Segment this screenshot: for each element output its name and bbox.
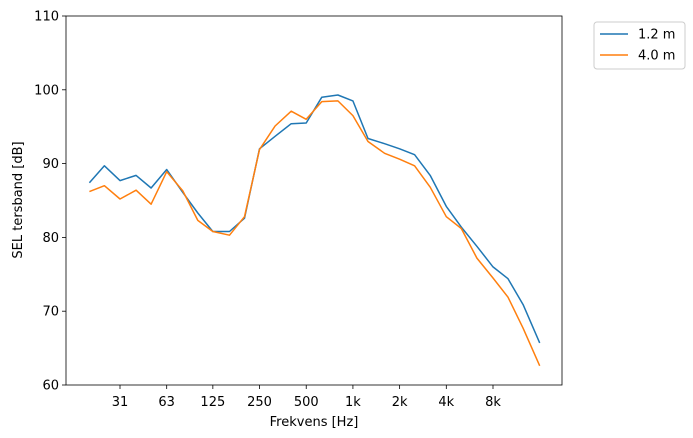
- x-tick-label: 4k: [438, 395, 454, 410]
- x-axis: 31 63 125 250 500 1k 2k 4k 8k: [112, 385, 501, 410]
- y-axis: 60 70 80 90 100 110: [34, 10, 66, 394]
- series-layer: [88, 94, 541, 367]
- y-tick-label: 100: [34, 83, 59, 98]
- legend-label-1: 1.2 m: [638, 28, 675, 43]
- y-axis-label: SEL tersband [dB]: [11, 141, 26, 258]
- y-tick-label: 60: [42, 379, 59, 394]
- x-tick-label: 125: [200, 395, 225, 410]
- legend-label-2: 4.0 m: [638, 49, 675, 64]
- x-tick-label: 500: [294, 395, 319, 410]
- x-tick-label: 2k: [392, 395, 408, 410]
- y-tick-label: 70: [42, 305, 59, 320]
- x-tick-label: 250: [247, 395, 272, 410]
- legend: 1.2 m 4.0 m: [593, 21, 686, 70]
- plot-area-frame: [65, 15, 563, 386]
- series-line-2: [89, 100, 541, 367]
- x-tick-label: 1k: [345, 395, 361, 410]
- x-tick-label: 8k: [485, 395, 501, 410]
- y-tick-label: 110: [34, 10, 59, 25]
- series-line-1: [88, 94, 541, 344]
- x-tick-label: 63: [158, 395, 175, 410]
- x-axis-label: Frekvens [Hz]: [270, 415, 359, 430]
- y-tick-label: 80: [42, 231, 59, 246]
- y-tick-label: 90: [42, 157, 59, 172]
- x-tick-label: 31: [112, 395, 129, 410]
